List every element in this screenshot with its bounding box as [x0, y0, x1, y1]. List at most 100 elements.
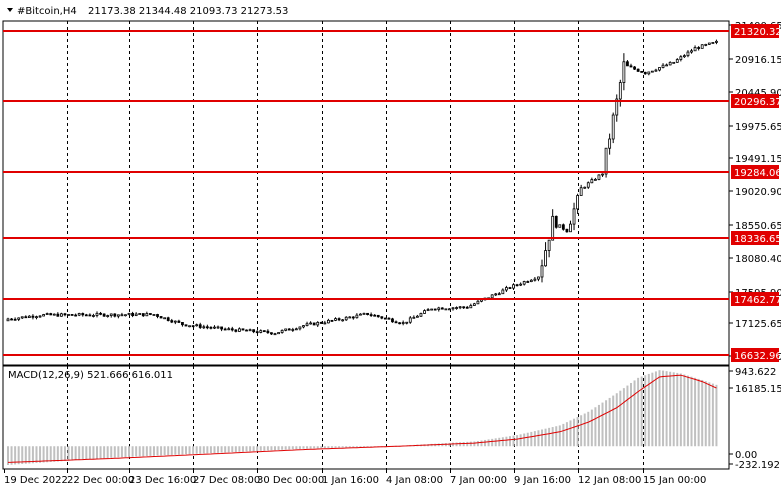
macd-bar	[306, 446, 309, 449]
candle-body	[188, 325, 191, 328]
macd-bar	[505, 436, 508, 447]
macd-bar	[110, 446, 113, 458]
candle-body	[92, 315, 95, 317]
candle-body	[109, 313, 113, 316]
macd-bar	[252, 446, 255, 452]
candle-body	[408, 317, 412, 323]
macd-bar	[494, 438, 497, 447]
macd-bar	[345, 446, 348, 448]
candle-body	[248, 329, 252, 332]
candle-body	[540, 265, 544, 278]
candle-body	[230, 328, 234, 331]
macd-bar	[647, 373, 650, 447]
macd-bar	[274, 446, 276, 451]
time-axis-label: 19 Dec 2022	[4, 475, 68, 486]
candle-body	[191, 325, 195, 328]
candle-body	[512, 284, 515, 289]
macd-bar	[270, 446, 273, 451]
candle-body	[458, 306, 462, 309]
candle-body	[501, 289, 505, 295]
candle-body	[629, 65, 633, 68]
price-axis-label: 18080.40	[735, 254, 781, 265]
candle-body	[572, 208, 576, 225]
candle-body	[526, 281, 530, 283]
macd-bar	[366, 446, 369, 448]
candle-body	[608, 138, 612, 149]
candle-body	[237, 328, 241, 332]
candle-body	[273, 333, 277, 336]
candle-body	[569, 223, 572, 233]
candle-body	[173, 320, 177, 323]
candle-body	[341, 319, 345, 322]
candle-body	[319, 322, 323, 324]
macd-bar	[195, 446, 198, 454]
macd-bar	[85, 446, 88, 460]
time-axis-label: 9 Jan 16:00	[514, 475, 571, 486]
candle-body	[650, 70, 654, 73]
macd-bar	[466, 441, 469, 447]
macd-bar	[220, 446, 223, 453]
candle-body	[380, 316, 384, 319]
macd-bar	[138, 446, 141, 457]
macd-bar	[266, 446, 269, 451]
candle-body	[262, 330, 266, 333]
candle-body	[56, 313, 60, 317]
candle-body	[462, 306, 466, 309]
macd-bar	[551, 427, 554, 447]
macd-bar	[476, 441, 479, 447]
macd-bar	[341, 446, 344, 448]
macd-bar	[516, 435, 519, 447]
candle-body	[522, 281, 526, 285]
macd-bar	[24, 446, 27, 464]
macd-bar	[313, 446, 316, 449]
candle-body	[597, 174, 601, 180]
candle-body	[715, 40, 718, 43]
macd-bar	[323, 446, 326, 449]
candle-body	[10, 318, 13, 321]
macd-bar	[231, 446, 234, 453]
candle-body	[668, 61, 672, 66]
candle-body	[683, 55, 686, 58]
macd-bar	[462, 442, 465, 447]
macd-bar	[67, 446, 70, 461]
candle-body	[369, 314, 373, 317]
candle-body	[74, 314, 78, 317]
macd-bar	[676, 372, 679, 447]
macd-bar	[277, 446, 280, 450]
candle-body	[24, 316, 28, 319]
macd-bar	[651, 372, 654, 447]
macd-bar	[597, 404, 600, 447]
candle-body	[234, 329, 238, 332]
candle-body	[615, 98, 619, 116]
candle-body	[138, 313, 142, 315]
macd-bar	[309, 446, 312, 449]
macd-bar	[658, 370, 661, 447]
level-tag-label: 16632.96	[734, 351, 781, 362]
candle-body	[504, 287, 508, 291]
macd-bar	[88, 446, 91, 460]
macd-bar	[209, 446, 212, 454]
candle-body	[433, 308, 437, 311]
candle-body	[579, 187, 583, 196]
candle-body	[227, 328, 231, 331]
candle-body	[654, 69, 658, 72]
macd-bar	[694, 377, 697, 447]
candle-body	[326, 319, 330, 324]
macd-bar	[96, 446, 98, 459]
macd-bar	[7, 446, 9, 465]
macd-bar	[117, 446, 120, 458]
triangle-down-icon	[7, 8, 13, 12]
macd-bar	[53, 446, 56, 462]
candle-body	[448, 308, 451, 311]
candle-body	[359, 313, 362, 316]
candle-body	[405, 321, 409, 324]
candle-body	[465, 306, 469, 309]
candle-body	[113, 313, 117, 317]
macd-bar	[601, 402, 604, 447]
candle-body	[198, 324, 202, 328]
macd-bar	[452, 442, 454, 447]
macd-bar	[541, 429, 543, 447]
candle-body	[312, 322, 316, 326]
